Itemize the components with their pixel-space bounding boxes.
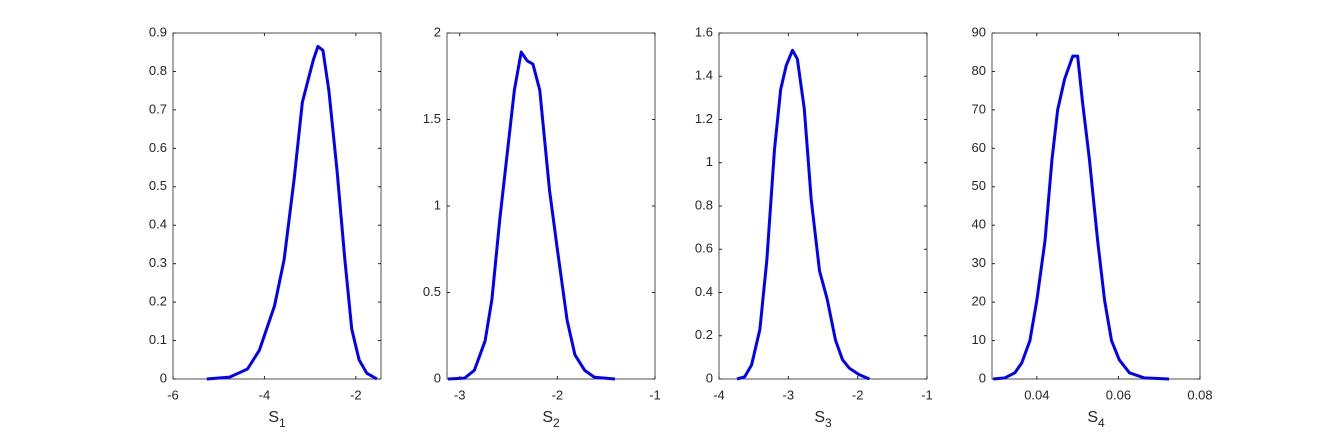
y-tick-label: 0 [706, 370, 713, 385]
x-tick-label: -4 [259, 387, 271, 402]
x-tick-label: -3 [454, 387, 466, 402]
density-line [993, 54, 1170, 381]
y-tick-label: 0.4 [695, 284, 713, 299]
y-tick-label: 0.8 [695, 197, 713, 212]
y-tick-label: 1 [434, 197, 441, 212]
y-tick-label: 0.6 [695, 241, 713, 256]
subplot: 0 0.2 0.4 0.6 0.8 1 1.2 1.4 1.6 -4 -3 -2 -1 S3 [695, 24, 933, 430]
y-tick-label: 0 [160, 370, 167, 385]
x-axis-label: S3 [814, 409, 832, 430]
y-tick-label: 2 [434, 24, 441, 39]
y-tick-label: 70 [972, 101, 986, 116]
x-axis-label-main: S [542, 409, 553, 426]
subplot: 00.511.52-3 -2 -1S2 [423, 24, 661, 430]
y-tick-label: 80 [972, 63, 986, 78]
y-tick-label: 0.7 [149, 101, 167, 116]
x-axis-label-main: S [814, 409, 825, 426]
y-tick-label: 0.6 [149, 140, 167, 155]
y-tick-label: 0.2 [149, 294, 167, 309]
y-tick-label: 0 [434, 370, 441, 385]
x-axis-label: S4 [1087, 409, 1105, 430]
x-axis-label-subscript: 1 [279, 416, 286, 430]
y-tick-label: 40 [972, 217, 986, 232]
y-tick-label: 1.4 [695, 68, 713, 83]
y-tick-label: 60 [972, 140, 986, 155]
x-axis-label-main: S [1087, 409, 1098, 426]
y-tick-label: 0 [979, 370, 986, 385]
x-tick-label: -1 [921, 387, 933, 402]
subplot: 0 10 20 30 40 50 60 70 80 90 0.04 0.06 0.08 S4 [972, 24, 1213, 430]
x-tick-label: 0.08 [1187, 387, 1212, 402]
y-tick-label: 50 [972, 178, 986, 193]
y-tick-label: 1.6 [695, 24, 713, 39]
y-tick-label: 0.9 [149, 24, 167, 39]
x-tick-label: -2 [552, 387, 564, 402]
y-tick-label: 0.4 [149, 217, 167, 232]
subplot: 0 0.1 0.2 0.3 0.4 0.5 0.6 0.7 0.8 0.9 -6 -4 -2 S1 [149, 24, 382, 430]
x-axis-label-subscript: 4 [1098, 416, 1105, 430]
axes-box [172, 32, 382, 380]
x-tick-label: -2 [350, 387, 362, 402]
y-tick-label: 1 [706, 154, 713, 169]
x-tick-label: -2 [852, 387, 864, 402]
x-tick-label: -4 [713, 387, 725, 402]
density-line [206, 44, 378, 381]
x-axis-label-main: S [268, 409, 279, 426]
y-tick-label: 20 [972, 294, 986, 309]
y-tick-label: 0.3 [149, 255, 167, 270]
x-axis-label-subscript: 3 [825, 416, 832, 430]
y-tick-label: 1.5 [423, 111, 441, 126]
y-tick-label: 0.5 [423, 284, 441, 299]
y-tick-label: 0.1 [149, 332, 167, 347]
y-tick-label: 30 [972, 255, 986, 270]
x-axis-label: S2 [542, 409, 560, 430]
x-tick-label: -1 [649, 387, 661, 402]
axes-box [718, 32, 928, 380]
y-tick-label: 0.8 [149, 63, 167, 78]
x-axis-label-subscript: 2 [553, 416, 560, 430]
y-tick-label: 1.2 [695, 111, 713, 126]
y-tick-label: 0.2 [695, 327, 713, 342]
density-line [447, 50, 616, 381]
x-axis-label: S1 [268, 409, 286, 430]
y-tick-label: 0.5 [149, 178, 167, 193]
density-line [736, 48, 871, 381]
x-tick-label: -6 [167, 387, 179, 402]
y-tick-label: 90 [972, 24, 986, 39]
y-tick-label: 10 [972, 332, 986, 347]
x-tick-label: 0.04 [1024, 387, 1049, 402]
axes-box [991, 32, 1201, 380]
x-tick-label: -3 [783, 387, 795, 402]
x-tick-label: 0.06 [1106, 387, 1131, 402]
